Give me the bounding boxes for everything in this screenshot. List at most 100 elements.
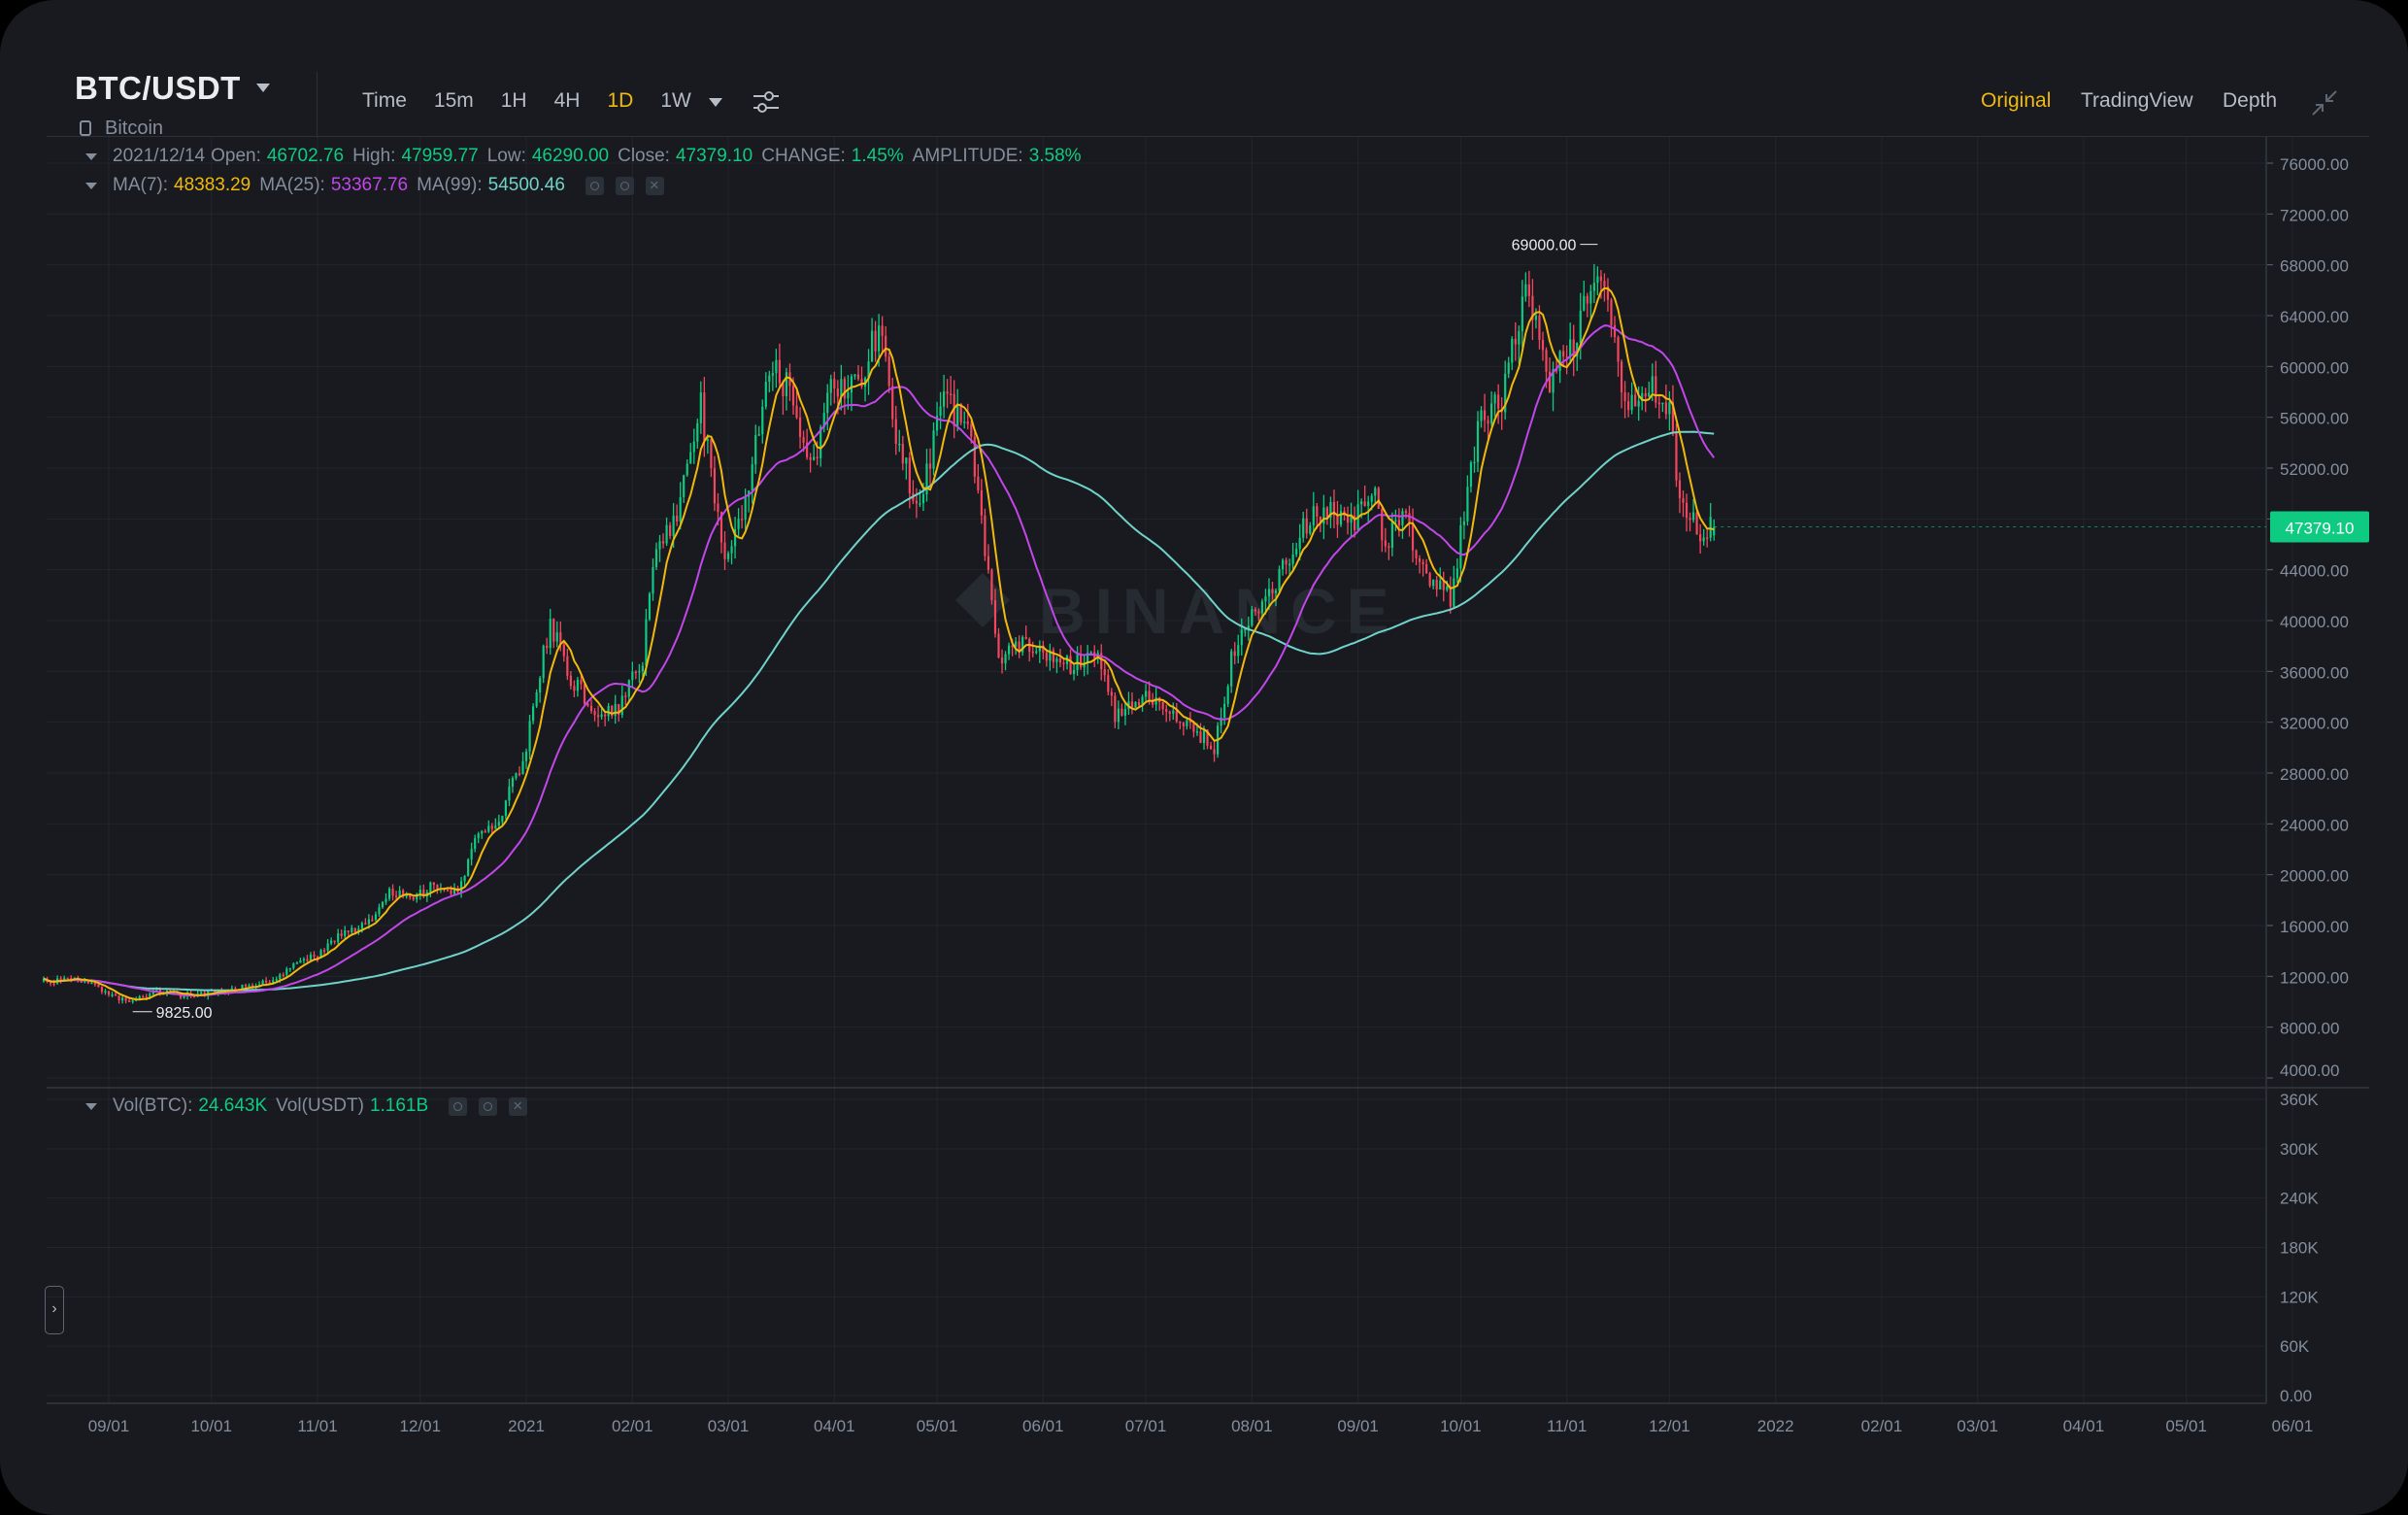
candle-body xyxy=(1087,653,1089,663)
pair-title[interactable]: BTC/USDT xyxy=(75,70,241,106)
candle-body xyxy=(66,978,69,980)
candle-body xyxy=(1531,295,1534,320)
candle-body xyxy=(980,489,983,516)
ma-settings-icon[interactable] xyxy=(615,176,634,195)
candle-body xyxy=(1388,546,1390,549)
price-markers: 47379.10 69000.00 9825.00 xyxy=(132,238,2369,1022)
candle-body xyxy=(385,898,387,902)
tab-time[interactable]: Time xyxy=(362,89,407,112)
candle-body xyxy=(1374,488,1377,496)
more-intervals-dropdown-icon[interactable] xyxy=(709,98,722,107)
candle xyxy=(737,508,740,536)
candle-body xyxy=(717,503,719,513)
candle xyxy=(1127,691,1130,715)
candle-body xyxy=(1459,524,1462,569)
pair-dropdown-icon[interactable] xyxy=(256,84,270,92)
candle-body xyxy=(1466,487,1469,522)
candle-body xyxy=(121,997,124,1001)
ma99-value: 54500.46 xyxy=(487,175,565,195)
candle xyxy=(939,391,942,430)
tab-4h[interactable]: 4H xyxy=(553,89,581,112)
collapse-icon[interactable] xyxy=(2311,89,2338,117)
tab-depth[interactable]: Depth xyxy=(2223,89,2278,112)
candle-body xyxy=(1702,537,1705,542)
candle-body xyxy=(1648,392,1651,397)
candle-body xyxy=(891,386,894,420)
candle xyxy=(1713,519,1716,541)
candle-body xyxy=(1675,431,1678,481)
candle xyxy=(309,952,313,961)
candle xyxy=(1462,511,1465,540)
vol-tick-label: 120K xyxy=(2280,1288,2319,1306)
candle-body xyxy=(52,983,55,986)
sidebar-expand-button[interactable]: › xyxy=(45,1286,64,1334)
indicator-settings-icon[interactable] xyxy=(752,87,781,117)
high-value: 47959.77 xyxy=(401,146,479,166)
candle-body xyxy=(546,645,549,649)
candle xyxy=(1213,740,1216,762)
candle-body xyxy=(90,982,93,985)
candle-body xyxy=(1534,316,1538,320)
tab-15m[interactable]: 15m xyxy=(433,89,474,112)
tab-1w[interactable]: 1W xyxy=(660,89,691,112)
candle-body xyxy=(490,825,493,829)
candle-body xyxy=(586,703,589,706)
coin-name: Bitcoin xyxy=(105,118,164,139)
candle xyxy=(330,937,333,946)
vol-settings-icon[interactable] xyxy=(479,1096,498,1116)
candle-body xyxy=(856,374,860,380)
candle-body xyxy=(723,542,726,559)
ma-collapse-icon[interactable] xyxy=(85,182,97,189)
candle-body xyxy=(248,985,251,988)
candle xyxy=(1483,393,1487,432)
ma-close-icon[interactable] xyxy=(645,176,664,195)
candle-body xyxy=(654,549,658,568)
vol-visibility-icon[interactable] xyxy=(449,1096,468,1116)
candle xyxy=(1596,266,1599,296)
candle-body xyxy=(494,825,497,829)
candle xyxy=(891,377,894,428)
chart-grid xyxy=(47,136,2293,1403)
candle xyxy=(1418,555,1421,574)
ma-visibility-icon[interactable] xyxy=(585,176,604,195)
candle-body xyxy=(481,830,484,834)
candle xyxy=(1291,542,1294,571)
candle xyxy=(1038,640,1041,663)
tab-1h[interactable]: 1H xyxy=(500,89,527,112)
tab-tradingview[interactable]: TradingView xyxy=(2081,89,2193,112)
candle-body xyxy=(569,675,572,687)
candle xyxy=(980,479,983,524)
candle-body xyxy=(70,978,73,980)
candle-body xyxy=(1278,568,1281,591)
candle-body xyxy=(1367,501,1370,507)
candle-body xyxy=(128,1000,131,1002)
candle xyxy=(798,407,802,449)
ohlc-collapse-icon[interactable] xyxy=(85,152,97,160)
candle xyxy=(477,831,480,844)
candle-body xyxy=(847,392,850,399)
candle-body xyxy=(508,787,511,801)
candle xyxy=(1004,651,1007,671)
candle-body xyxy=(288,967,291,970)
candle xyxy=(860,366,863,389)
candle-body xyxy=(1691,512,1695,521)
candle-body xyxy=(1069,656,1072,674)
volume-collapse-icon[interactable] xyxy=(85,1102,97,1110)
candle xyxy=(1702,528,1705,546)
candle-body xyxy=(172,992,176,994)
candle-body xyxy=(589,705,593,712)
vol-close-icon[interactable] xyxy=(509,1096,528,1116)
tab-1d[interactable]: 1D xyxy=(607,89,634,112)
candle-body xyxy=(1152,699,1154,705)
candle-body xyxy=(993,600,997,634)
tab-original[interactable]: Original xyxy=(1981,89,2052,112)
candle-body xyxy=(142,995,145,998)
candle xyxy=(1576,342,1579,372)
x-tick-label: 10/01 xyxy=(190,1417,232,1435)
candle xyxy=(391,884,394,901)
candle-body xyxy=(1332,501,1336,516)
candle-body xyxy=(131,1000,134,1002)
candle-body xyxy=(874,330,877,352)
candle-body xyxy=(1107,675,1110,692)
